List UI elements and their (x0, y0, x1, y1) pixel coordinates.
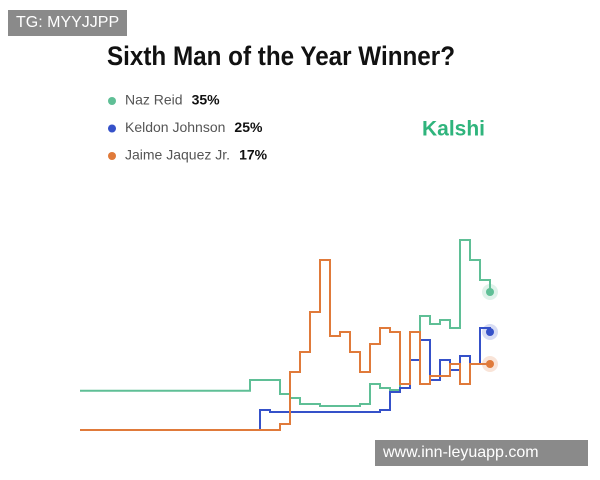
legend-marker (108, 152, 116, 160)
legend-label: Jaime Jaquez Jr. (125, 147, 230, 163)
end-dot (486, 288, 494, 296)
series-line (80, 327, 491, 431)
brand: Kalshi (422, 118, 485, 141)
legend-marker (108, 124, 116, 133)
series-line (80, 239, 491, 407)
legend-label: Keldon Johnson (125, 119, 225, 135)
chart-title: Sixth Man of the Year Winner? (107, 41, 455, 71)
watermark: www.inn-leyuapp.com (375, 440, 588, 466)
legend-value: 17% (239, 147, 268, 163)
legend-value: 35% (192, 92, 221, 108)
legend-value: 25% (234, 119, 263, 135)
legend-marker (108, 97, 116, 105)
watermark: TG: MYYJJPP (8, 10, 128, 36)
end-dot (486, 328, 494, 336)
series-line (80, 259, 490, 431)
legend-label: Naz Reid (125, 92, 183, 108)
end-dot (486, 360, 494, 368)
